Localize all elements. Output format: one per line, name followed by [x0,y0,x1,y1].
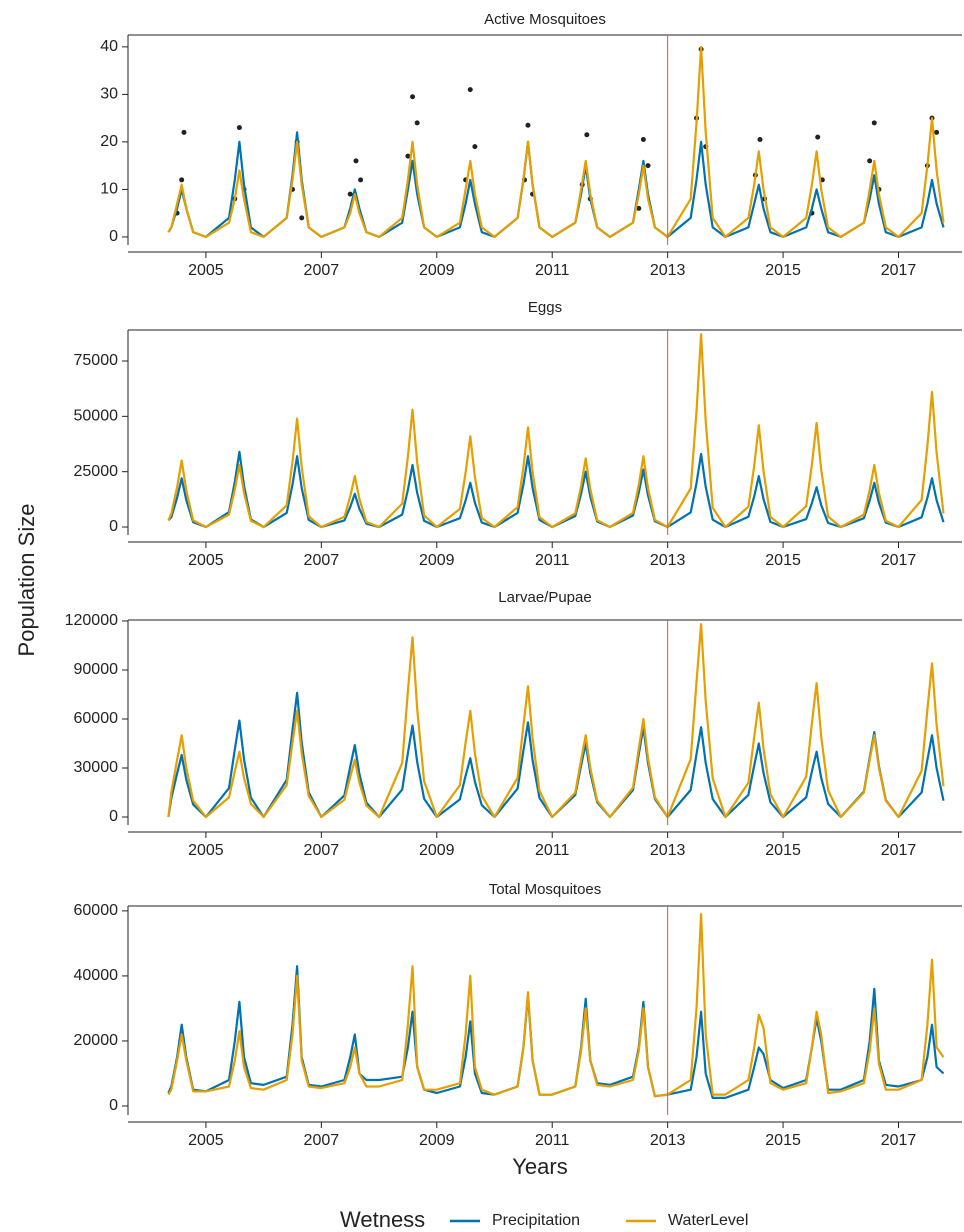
y-tick-label: 40 [100,38,118,55]
observation [584,132,590,138]
observation [815,134,821,140]
observation [467,87,473,93]
x-tick-label: 2013 [650,262,686,279]
x-tick-label: 2015 [765,1132,801,1149]
observation [934,129,940,135]
series-line [167,45,945,238]
y-tick-label: 40000 [74,967,119,984]
x-tick-label: 2011 [535,842,570,859]
y-tick-label: 90000 [74,661,119,678]
x-tick-label: 2009 [419,262,455,279]
y-tick-label: 0 [109,518,118,535]
observation [472,144,478,150]
observation [181,129,187,135]
y-tick-label: 30 [100,86,118,103]
y-tick-label: 120000 [65,612,118,629]
x-tick-label: 2017 [881,1132,917,1149]
x-tick-label: 2015 [765,262,801,279]
x-tick-label: 2007 [304,1132,340,1149]
x-tick-label: 2007 [304,552,340,569]
x-tick-label: 2005 [188,552,224,569]
series-line [167,913,945,1098]
x-tick-label: 2011 [535,1132,570,1149]
x-tick-label: 2005 [188,842,224,859]
y-tick-label: 10 [100,181,118,198]
x-tick-label: 2013 [650,552,686,569]
x-tick-label: 2011 [535,262,570,279]
observation [645,163,651,169]
y-tick-label: 0 [109,808,118,825]
observation [757,137,763,143]
x-axis-label: Years [512,1154,567,1179]
series-line [167,691,945,819]
observation [525,122,531,128]
x-tick-label: 2017 [881,552,917,569]
x-tick-label: 2017 [881,842,917,859]
x-tick-label: 2009 [419,1132,455,1149]
y-axis-label: Population Size [14,504,39,657]
observation [347,191,353,197]
series-line [167,333,945,529]
observation [410,94,416,100]
panel-title: Active Mosquitoes [484,11,606,28]
series-line [167,623,945,819]
panel-title: Eggs [528,299,562,316]
y-tick-label: 75000 [74,352,119,369]
y-tick-label: 20 [100,133,118,150]
panel-title: Larvae/Pupae [498,589,591,606]
legend-label: Precipitation [492,1212,580,1229]
x-tick-label: 2009 [419,552,455,569]
series-line [167,450,945,529]
observation [867,158,873,164]
x-tick-label: 2013 [650,1132,686,1149]
x-tick-label: 2017 [881,262,917,279]
x-tick-label: 2015 [765,552,801,569]
y-tick-label: 0 [109,228,118,245]
x-tick-label: 2007 [304,262,340,279]
x-tick-label: 2005 [188,1132,224,1149]
legend-title: Wetness [340,1207,425,1232]
x-tick-label: 2005 [188,262,224,279]
observation [871,120,877,126]
observation [405,153,411,159]
observation [236,125,242,131]
x-tick-label: 2007 [304,842,340,859]
y-tick-label: 60000 [74,710,119,727]
observation [353,158,359,164]
x-tick-label: 2013 [650,842,686,859]
y-tick-label: 25000 [74,463,119,480]
observation [640,137,646,143]
y-tick-label: 50000 [74,408,119,425]
legend-label: WaterLevel [668,1212,748,1229]
observation [414,120,420,126]
observation [358,177,364,183]
x-tick-label: 2009 [419,842,455,859]
observation [179,177,185,183]
x-tick-label: 2011 [535,552,570,569]
observation [636,205,642,211]
x-tick-label: 2015 [765,842,801,859]
y-tick-label: 20000 [74,1032,119,1049]
y-tick-label: 30000 [74,759,119,776]
panel-title: Total Mosquitoes [489,881,602,898]
y-tick-label: 60000 [74,902,119,919]
y-tick-label: 0 [109,1097,118,1114]
observation [299,215,305,221]
